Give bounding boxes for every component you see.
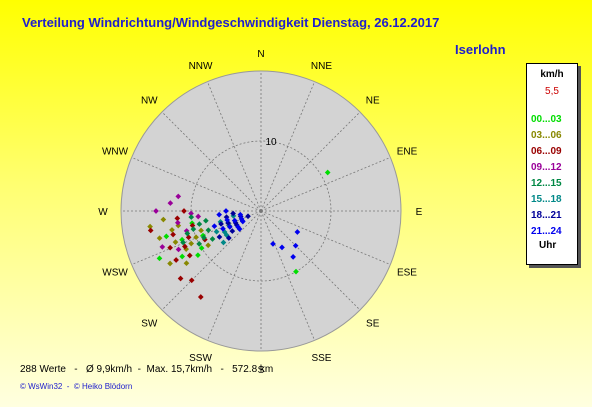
direction-label: SSE <box>311 353 331 364</box>
direction-label: SW <box>141 319 158 330</box>
direction-label: NE <box>366 95 380 106</box>
direction-label: SE <box>366 319 380 330</box>
legend-slot: 18...21 <box>531 210 562 221</box>
direction-label: N <box>257 49 264 60</box>
legend-slot: 06...09 <box>531 146 562 157</box>
footer-stats: 288 Werte - Ø 9,9km/h - Max. 15,7km/h - … <box>20 364 273 375</box>
direction-label: E <box>416 207 423 218</box>
legend-slot: 03...06 <box>531 130 562 141</box>
legend-slot: 15...18 <box>531 194 562 205</box>
legend-slot: 00...03 <box>531 114 562 125</box>
legend-slot: 09...12 <box>531 162 562 173</box>
ring-label: 10 <box>265 137 277 148</box>
footer-copyright: © WsWin32 - © Heiko Blödorn <box>20 382 132 391</box>
legend-footer: Uhr <box>539 240 556 251</box>
direction-label: NNW <box>189 61 213 72</box>
legend-value: 5,5 <box>527 86 577 97</box>
legend: km/h 5,5 Uhr 00...03 03...06 06...09 09...1… <box>526 63 578 265</box>
legend-slot: 12...15 <box>531 178 562 189</box>
legend-unit: km/h <box>527 69 577 80</box>
direction-label: NNE <box>311 61 332 72</box>
direction-label: W <box>98 207 108 218</box>
direction-label: ENE <box>397 147 418 158</box>
legend-slot: 21...24 <box>531 226 562 237</box>
direction-label: WSW <box>102 267 128 278</box>
direction-label: SSW <box>189 353 212 364</box>
direction-label: NW <box>141 95 158 106</box>
direction-label: ESE <box>397 267 417 278</box>
direction-label: WNW <box>102 147 129 158</box>
